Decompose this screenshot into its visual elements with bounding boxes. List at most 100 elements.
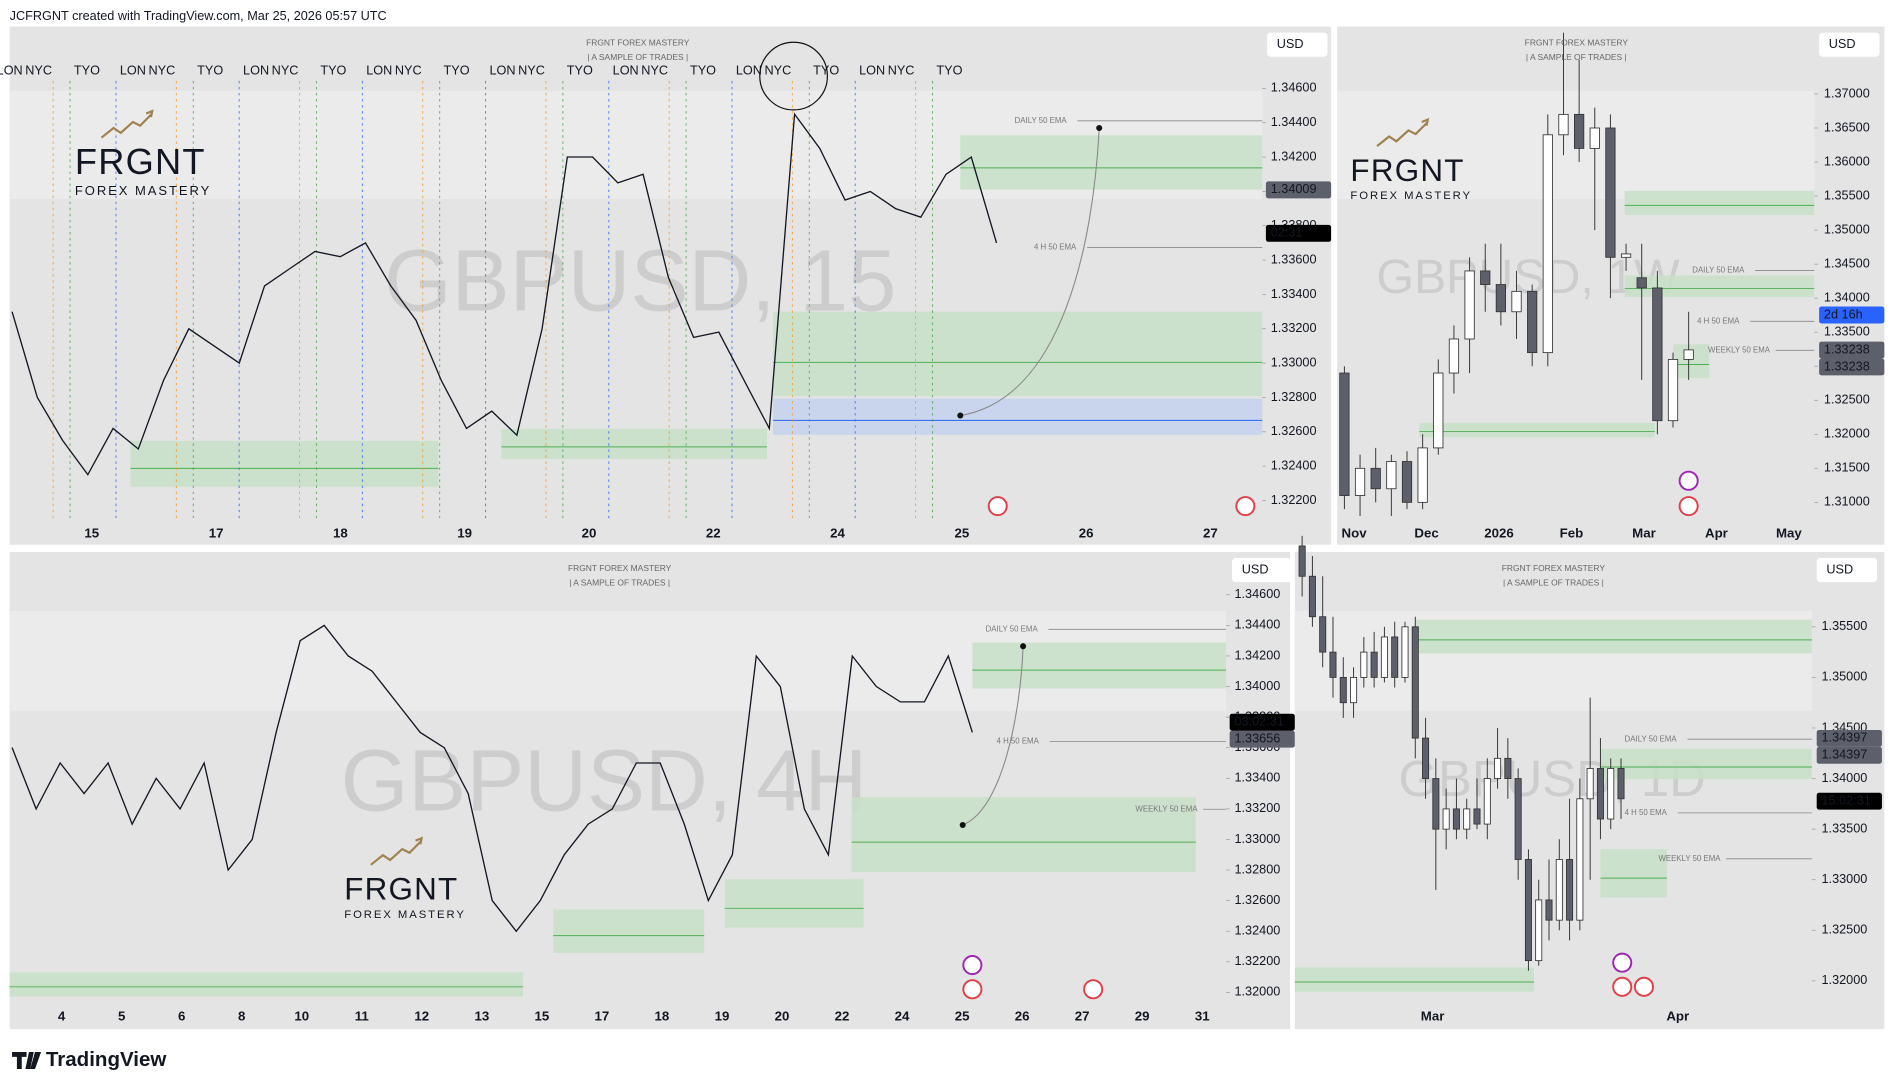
trade-zone — [773, 398, 1263, 435]
x-tick-label: 26 — [1015, 1009, 1030, 1024]
candle-body — [1558, 113, 1569, 136]
x-tick-label: 27 — [1075, 1009, 1090, 1024]
candle-body — [1339, 676, 1347, 704]
price-tag-label: 1.33238 — [1824, 342, 1870, 356]
y-tick-label: 1.33400 — [1271, 287, 1317, 301]
y-tick-label: 1.34400 — [1234, 618, 1280, 632]
currency-box — [1232, 558, 1293, 583]
trade-zone — [130, 440, 439, 487]
candle-body — [1422, 737, 1430, 779]
price-tag — [1816, 729, 1882, 747]
y-tick-label: 1.34000 — [1824, 291, 1870, 305]
trade-zone — [1294, 967, 1535, 992]
brand-arrow — [370, 836, 424, 866]
candle-body — [1411, 626, 1419, 739]
banner-text: FRGNT FOREX MASTERY — [1525, 38, 1629, 48]
candle-body — [1683, 349, 1694, 360]
candle-body — [1511, 290, 1522, 313]
y-tick-label: 1.33200 — [1271, 321, 1317, 335]
y-tick-label: 1.34000 — [1234, 679, 1280, 693]
trade-zone — [1415, 619, 1812, 654]
candle-body — [1380, 636, 1388, 678]
y-tick-label: 1.32500 — [1824, 393, 1870, 407]
candle-body — [1483, 778, 1491, 825]
x-tick-label: 25 — [955, 1009, 970, 1024]
x-tick-label: 22 — [706, 525, 721, 540]
y-tick-label: 1.33500 — [1824, 325, 1870, 339]
footer-brand: TradingView — [46, 1048, 167, 1071]
y-tick-label: 1.34600 — [1271, 81, 1317, 95]
y-tick-label: 1.32800 — [1234, 862, 1280, 876]
trade-zone — [1624, 275, 1815, 298]
point — [959, 821, 966, 828]
currency: USD — [1826, 562, 1853, 576]
currency: USD — [1242, 562, 1269, 576]
trade-zone — [972, 642, 1227, 689]
y-tick-label: 1.37000 — [1824, 86, 1870, 100]
x-tick-label: 27 — [1203, 525, 1218, 540]
candle-body — [1339, 372, 1350, 496]
candle-body — [1555, 859, 1563, 921]
x-tick-label: 19 — [715, 1009, 730, 1024]
x-tick-label: 17 — [209, 525, 224, 540]
brand-sub: FOREX MASTERY — [344, 909, 466, 921]
event-icon — [1678, 470, 1699, 491]
trade-zone — [1600, 748, 1812, 780]
x-tick-label: Mar — [1632, 525, 1656, 540]
candle-body — [1442, 808, 1450, 830]
ema-label: DAILY 50 EMA — [1692, 266, 1745, 275]
y-tick-label: 1.31000 — [1824, 495, 1870, 509]
ema-label: DAILY 50 EMA — [986, 624, 1039, 633]
session-label: TYO — [690, 64, 716, 78]
y-tick-label: 1.32800 — [1271, 390, 1317, 404]
y-tick-label: 1.32000 — [1824, 427, 1870, 441]
trade-zone — [9, 972, 524, 997]
candle-body — [1617, 768, 1625, 800]
price-tag-label: 1.34397 — [1822, 748, 1868, 762]
candle-body — [1448, 338, 1460, 374]
event-icon — [962, 955, 983, 976]
x-tick-label: Apr — [1666, 1009, 1689, 1024]
ema-label: 4 H 50 EMA — [1625, 808, 1668, 817]
ema-label: DAILY 50 EMA — [1625, 734, 1678, 743]
x-tick-label: 5 — [118, 1009, 126, 1024]
projection-curve — [960, 129, 1100, 417]
banner-text: | A SAMPLE OF TRADES | — [1526, 52, 1627, 62]
x-tick-label: 29 — [1135, 1009, 1150, 1024]
x-tick-label: 11 — [355, 1009, 370, 1024]
candle-body — [1452, 808, 1460, 830]
session-label: TYO — [197, 64, 223, 78]
price-tag — [1819, 341, 1885, 359]
y-tick-label: 1.32200 — [1271, 493, 1317, 507]
candle-body — [1473, 808, 1481, 825]
candle-body — [1360, 651, 1368, 678]
trade-zone — [1672, 344, 1710, 379]
candle-body — [1386, 461, 1397, 490]
y-tick-label: 1.33400 — [1234, 771, 1280, 785]
candle-body — [1514, 778, 1522, 860]
y-tick-label: 1.33000 — [1822, 872, 1868, 886]
candle-body — [1527, 290, 1538, 354]
candle-body — [1494, 757, 1502, 779]
session-label: LON — [859, 64, 885, 78]
session-label: TYO — [74, 64, 100, 78]
tv-logo — [12, 1052, 42, 1069]
point — [957, 412, 964, 419]
x-tick-label: 12 — [414, 1009, 429, 1024]
y-tick-label: 1.33500 — [1822, 821, 1868, 835]
session-label: TYO — [936, 64, 962, 78]
x-tick-label: 8 — [238, 1009, 245, 1024]
price-tag-label: 1.33656 — [1234, 731, 1280, 745]
banner-text: | A SAMPLE OF TRADES | — [569, 578, 670, 588]
candle-body — [1350, 676, 1358, 704]
candle-body — [1401, 461, 1413, 503]
candle-body — [1370, 651, 1378, 678]
event-icon — [1633, 976, 1654, 997]
y-tick-label: 1.31500 — [1824, 461, 1870, 475]
y-tick-label: 1.35000 — [1824, 222, 1870, 236]
timer-tag — [1816, 792, 1882, 810]
brand-sub: FOREX MASTERY — [75, 183, 211, 198]
session-label: LON — [736, 64, 762, 78]
trade-zone — [773, 311, 1263, 397]
